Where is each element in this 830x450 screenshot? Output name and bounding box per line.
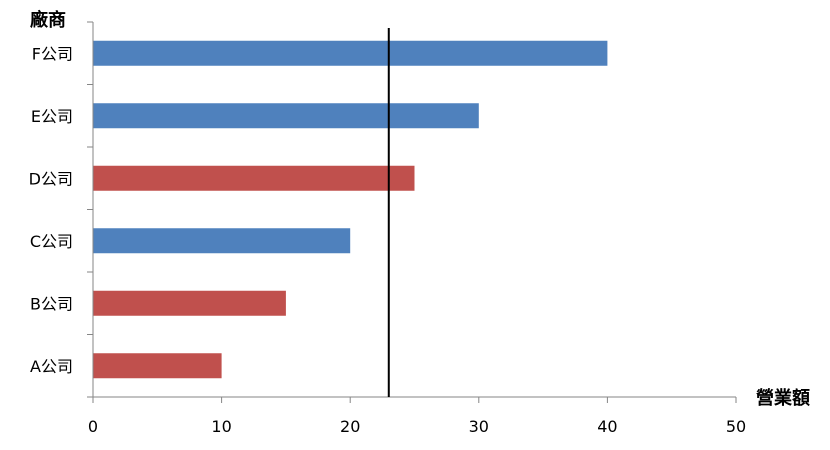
x-axis-ticks: 0 10 20 30 40 50 — [88, 397, 746, 436]
x-tick-label: 10 — [211, 417, 231, 436]
bar-6 — [93, 40, 608, 66]
y-tick-label: E公司 — [31, 107, 73, 126]
y-tick-label: F公司 — [32, 44, 73, 63]
x-axis-title: 營業額 — [756, 387, 810, 409]
x-tick-label: 50 — [726, 417, 746, 436]
bar-2 — [93, 290, 286, 316]
bar-4 — [93, 165, 415, 191]
x-tick-label: 30 — [469, 417, 489, 436]
x-tick-label: 0 — [88, 417, 98, 436]
y-tick-label: C公司 — [30, 232, 73, 251]
bar-3 — [93, 228, 351, 254]
y-tick-label: D公司 — [29, 169, 73, 188]
y-axis-ticks: A公司 B公司 C公司 D公司 E公司 F公司 — [29, 21, 93, 398]
x-tick-label: 20 — [340, 417, 360, 436]
y-tick-label: A公司 — [30, 357, 73, 376]
bar-1 — [93, 353, 222, 379]
bars-group — [93, 40, 608, 379]
y-axis-title: 廠商 — [30, 9, 66, 31]
y-tick-label: B公司 — [30, 294, 73, 313]
x-tick-label: 40 — [597, 417, 617, 436]
bar-5 — [93, 103, 479, 129]
